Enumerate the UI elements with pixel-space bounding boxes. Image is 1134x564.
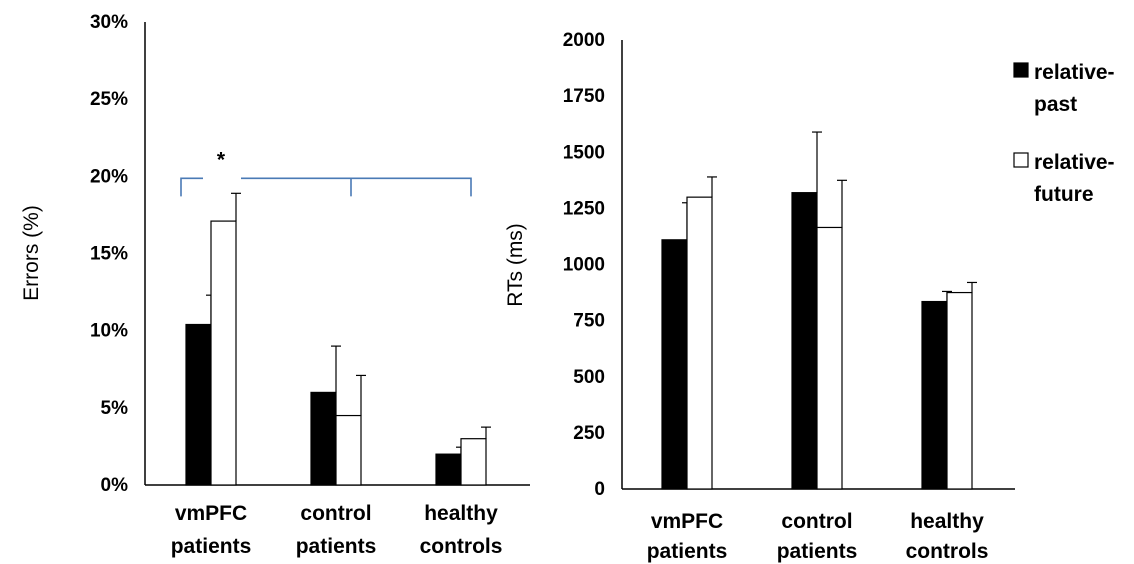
bar-relative-past bbox=[921, 300, 948, 490]
x-category-label: patients bbox=[296, 535, 377, 558]
legend-swatch-relative-past bbox=[1013, 62, 1029, 78]
bar-relative-future bbox=[210, 220, 237, 486]
bar-relative-past bbox=[661, 239, 688, 490]
bar-relative-past bbox=[435, 453, 462, 486]
y-tick-label: 0% bbox=[101, 475, 129, 496]
chart-rts: 0 250 500 750 1000 1250 1500 1750 2000 RTs (ms) vm… bbox=[504, 30, 1115, 563]
x-category-label: controls bbox=[420, 535, 503, 558]
bar-relative-future bbox=[460, 438, 487, 486]
y-tick-label: 15% bbox=[90, 244, 128, 265]
y-tick-label: 2000 bbox=[563, 30, 605, 51]
x-category-label: control bbox=[781, 510, 852, 533]
y-tick-label: 1000 bbox=[563, 255, 605, 276]
x-category-label: vmPFC bbox=[651, 510, 723, 533]
y-tick-label: 25% bbox=[90, 89, 128, 110]
bar-relative-future bbox=[686, 196, 713, 490]
bar-relative-future bbox=[335, 414, 362, 486]
legend-label: future bbox=[1034, 183, 1094, 206]
y-tick-label: 20% bbox=[90, 166, 128, 187]
bar-relative-past bbox=[185, 323, 212, 486]
y-tick-label: 30% bbox=[90, 12, 128, 33]
x-category-label: healthy bbox=[424, 502, 498, 525]
bar-relative-past bbox=[310, 391, 337, 486]
y-tick-label: 250 bbox=[573, 423, 605, 444]
legend: relative-past relative-future bbox=[1013, 61, 1115, 206]
x-category-label: patients bbox=[171, 535, 252, 558]
bar-relative-future bbox=[946, 291, 973, 490]
legend-label: relative- bbox=[1034, 151, 1115, 174]
y-tick-label: 500 bbox=[573, 367, 605, 388]
y-tick-label: 0 bbox=[594, 479, 605, 500]
y-tick-label: 1250 bbox=[563, 198, 605, 219]
x-category-label: control bbox=[300, 502, 371, 525]
y-tick-label: 5% bbox=[101, 398, 129, 419]
x-category-label: patients bbox=[777, 540, 858, 563]
y-axis-title: RTs (ms) bbox=[504, 223, 527, 307]
x-category-label: patients bbox=[647, 540, 728, 563]
significance-asterisk: * bbox=[217, 148, 226, 171]
chart-errors: 0% 5% 10% 15% 20% 25% 30% Errors (%) vmPFC patien… bbox=[20, 12, 530, 558]
bar-relative-future bbox=[816, 226, 843, 490]
significance-bracket bbox=[241, 177, 472, 197]
y-tick-label: 1750 bbox=[563, 86, 605, 107]
y-axis-title: Errors (%) bbox=[20, 205, 43, 301]
y-tick-label: 10% bbox=[90, 321, 128, 342]
x-category-label: vmPFC bbox=[175, 502, 247, 525]
x-category-label: healthy bbox=[910, 510, 984, 533]
bar-relative-past bbox=[791, 192, 818, 490]
legend-swatch-relative-future bbox=[1013, 152, 1029, 168]
legend-label: past bbox=[1034, 93, 1077, 116]
y-tick-label: 750 bbox=[573, 311, 605, 332]
significance-bracket bbox=[180, 177, 203, 197]
legend-label: relative- bbox=[1034, 61, 1115, 84]
x-category-label: controls bbox=[906, 540, 989, 563]
y-tick-label: 1500 bbox=[563, 142, 605, 163]
